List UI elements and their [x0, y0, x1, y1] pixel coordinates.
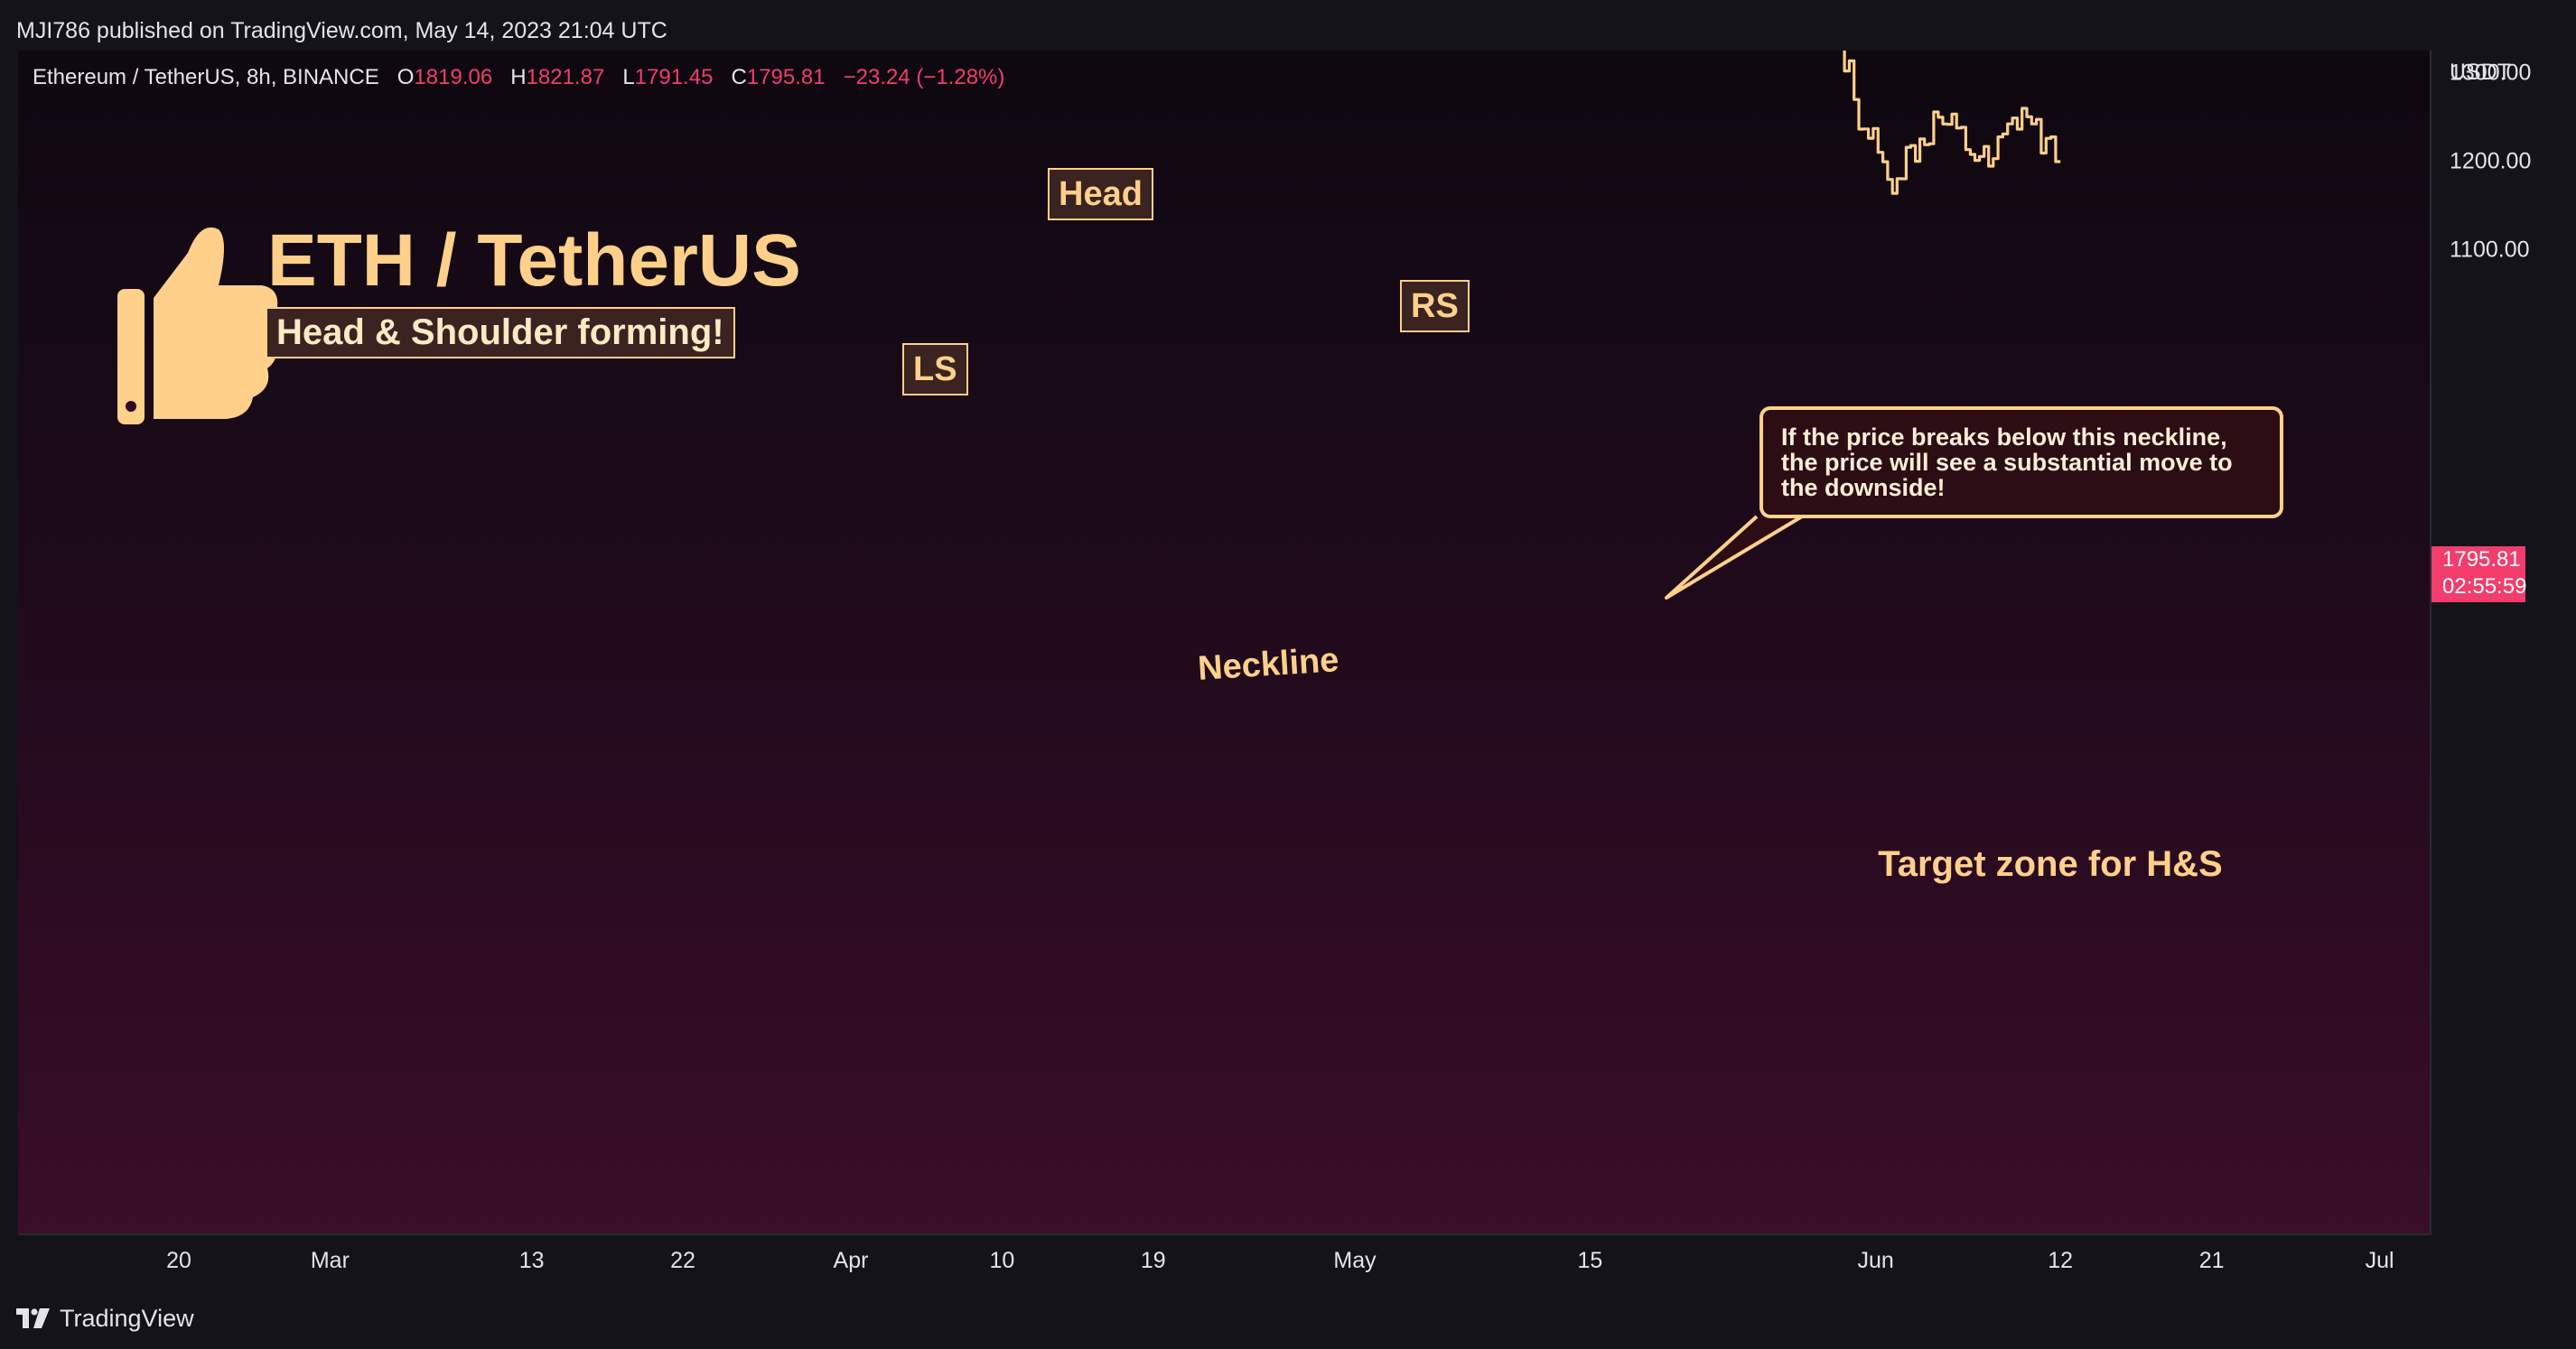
- symbol-legend: Ethereum / TetherUS, 8h, BINANCE O1819.0…: [33, 65, 1004, 90]
- low-label: L: [622, 65, 635, 89]
- projection-path: [1843, 51, 2061, 195]
- x-tick-label: 10: [989, 1248, 1015, 1273]
- close-label: C: [731, 65, 747, 89]
- bar-countdown: 02:55:59: [2442, 574, 2527, 599]
- thumbs-up-icon: [117, 227, 281, 424]
- last-price-tag: 1795.81 02:55:59: [2431, 546, 2527, 602]
- x-tick-label: 21: [2198, 1248, 2225, 1273]
- x-tick-label: May: [1333, 1248, 1377, 1273]
- chart-title: ETH / TetherUS: [267, 219, 801, 302]
- low-value: 1791.45: [634, 65, 714, 89]
- high-value: 1821.87: [526, 65, 605, 89]
- footer-branding: TradingView: [16, 1300, 194, 1336]
- target-zone-label: Target zone for H&S: [1878, 844, 2223, 884]
- callout-pointer: [1665, 515, 1804, 600]
- tradingview-logo-icon: [16, 1308, 50, 1328]
- open-value: 1819.06: [414, 65, 493, 89]
- x-tick-label: 12: [2048, 1248, 2074, 1273]
- y-tick-label: 1200.00: [2450, 148, 2532, 174]
- symbol-name: Ethereum / TetherUS, 8h, BINANCE: [33, 65, 379, 89]
- change-value: −23.24 (−1.28%): [843, 65, 1005, 89]
- open-label: O: [397, 65, 415, 89]
- x-tick-label: Mar: [310, 1248, 350, 1273]
- high-label: H: [510, 65, 527, 89]
- last-price-value: 1795.81: [2442, 547, 2521, 572]
- x-tick-label: 20: [166, 1248, 191, 1273]
- x-tick-label: Apr: [833, 1248, 869, 1273]
- y-tick-label: 1100.00: [2450, 237, 2530, 263]
- x-tick-label: 13: [518, 1248, 545, 1273]
- chart-subtitle: Head & Shoulder forming!: [266, 307, 735, 358]
- x-tick-label: 19: [1140, 1248, 1166, 1273]
- chart-plot-area[interactable]: Neckline Target zone for H&S Ethereum / …: [18, 51, 2431, 1233]
- x-tick-label: Jul: [2365, 1248, 2394, 1273]
- x-tick-label: 15: [1577, 1248, 1603, 1273]
- time-axis[interactable]: 20 Mar 13 22 Apr 10 19 May 15 Jun 12 21 Jul: [18, 1233, 2431, 1286]
- close-value: 1795.81: [746, 65, 826, 89]
- head-label: Head: [1048, 168, 1153, 220]
- y-tick-label: 1300.00: [2450, 60, 2532, 86]
- neckline-label: Neckline: [1197, 641, 1340, 688]
- x-tick-label: Jun: [1857, 1248, 1894, 1273]
- tradingview-brand: TradingView: [60, 1305, 194, 1332]
- chart-svg: Neckline Target zone for H&S: [117, 51, 2223, 884]
- published-by-header: MJI786 published on TradingView.com, May…: [16, 18, 667, 43]
- rs-label: RS: [1400, 280, 1470, 332]
- ls-label: LS: [902, 343, 968, 395]
- price-axis[interactable]: USDT 1100.001200.001300.001400.001500.00…: [2431, 51, 2576, 1233]
- axis-unit: USDT: [2450, 60, 2512, 85]
- neckline-callout: If the price breaks below this neckline,…: [1759, 406, 2283, 518]
- x-tick-label: 22: [670, 1248, 695, 1273]
